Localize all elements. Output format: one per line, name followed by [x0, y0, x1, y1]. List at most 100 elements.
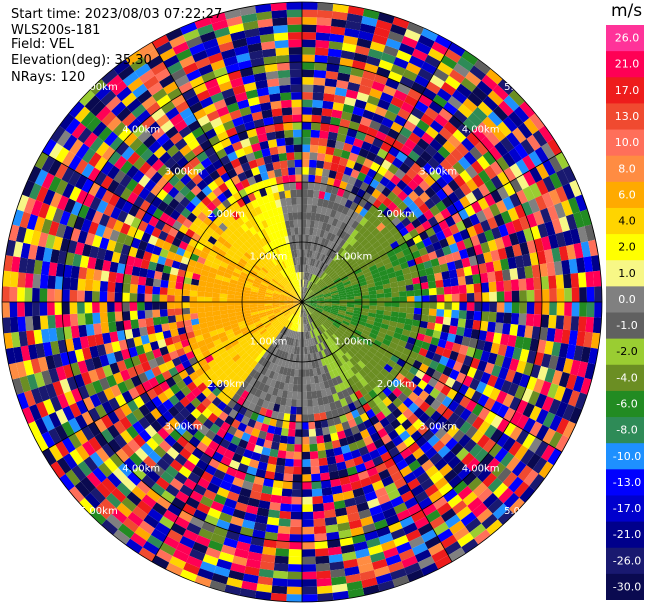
range-gate: [370, 227, 381, 237]
range-gate: [403, 323, 413, 332]
range-gate: [534, 302, 542, 315]
range-gate: [380, 434, 392, 445]
range-gate: [384, 440, 396, 452]
range-gate: [121, 477, 137, 492]
range-gate: [346, 299, 355, 302]
range-gate: [526, 213, 538, 228]
range-gate: [346, 304, 355, 308]
range-gate: [334, 507, 348, 517]
range-gate: [408, 244, 419, 254]
range-gate: [309, 443, 318, 452]
range-gate: [191, 323, 201, 332]
range-gate: [263, 539, 277, 549]
range-gate: [260, 553, 276, 564]
range-gate: [505, 369, 516, 383]
range-gate: [145, 242, 155, 254]
range-gate: [394, 424, 406, 436]
range-gate: [257, 364, 265, 374]
range-gate: [109, 261, 119, 273]
range-gate: [334, 400, 343, 409]
range-gate: [312, 510, 325, 520]
range-gate: [275, 255, 282, 264]
range-gate: [283, 310, 291, 317]
range-gate: [422, 237, 433, 248]
range-gate: [515, 399, 529, 415]
range-gate: [251, 285, 260, 291]
range-gate: [373, 321, 382, 328]
range-gate: [371, 80, 386, 92]
range-gate: [188, 436, 201, 448]
range-gate: [310, 466, 321, 475]
range-gate: [135, 344, 146, 356]
range-gate: [12, 377, 24, 395]
range-gate: [234, 302, 243, 306]
range-gate: [420, 314, 429, 322]
range-gate: [234, 294, 243, 299]
range-gate: [182, 313, 191, 321]
range-gate: [242, 304, 250, 309]
range-gate: [176, 156, 189, 169]
range-gate: [2, 286, 10, 302]
range-gate: [548, 431, 563, 449]
range-gate: [192, 49, 208, 63]
range-gate: [136, 500, 153, 515]
range-gate: [175, 314, 184, 322]
range-gate: [347, 81, 361, 92]
range-gate: [325, 372, 332, 381]
range-gate: [381, 319, 391, 326]
range-gate: [216, 269, 225, 277]
range-gate: [69, 313, 79, 327]
range-gate: [341, 551, 357, 562]
range-gate: [471, 403, 484, 417]
range-gate: [186, 264, 196, 273]
range-gate: [283, 344, 289, 352]
range-gate: [205, 429, 217, 441]
range-gate: [308, 174, 316, 183]
range-gate: [337, 348, 345, 357]
range-gate: [267, 193, 275, 203]
range-gate: [186, 69, 202, 82]
range-gate: [228, 282, 237, 288]
range-gate: [182, 295, 190, 302]
range-gate: [285, 259, 291, 267]
range-gate: [273, 32, 289, 41]
range-gate: [347, 377, 356, 387]
range-gate: [284, 405, 292, 414]
range-gate: [88, 221, 99, 235]
range-gate: [246, 466, 258, 476]
range-gate: [392, 206, 403, 217]
range-gate: [487, 111, 503, 127]
range-gate: [302, 114, 312, 123]
range-gate: [250, 199, 260, 209]
range-gate: [253, 215, 262, 225]
range-gate: [289, 306, 297, 312]
range-gate: [100, 160, 114, 176]
range-gate: [549, 302, 557, 316]
range-gate: [287, 383, 294, 392]
range-gate: [332, 322, 340, 329]
range-gate: [292, 265, 296, 274]
range-gate: [311, 330, 316, 338]
range-gate: [78, 324, 88, 338]
range-gate: [355, 45, 370, 56]
range-gate: [302, 2, 318, 10]
range-gate: [182, 459, 196, 472]
range-gate: [520, 449, 535, 466]
range-gate: [41, 414, 55, 432]
range-gate: [440, 534, 458, 549]
range-gate: [434, 132, 448, 146]
range-gate: [382, 257, 392, 266]
range-gate: [171, 335, 181, 344]
range-gate: [394, 269, 404, 277]
range-gate: [441, 420, 454, 433]
range-gate: [62, 453, 78, 470]
range-gate: [189, 253, 200, 262]
range-gate: [75, 399, 89, 415]
range-gate: [353, 329, 363, 336]
range-gate: [154, 219, 166, 231]
range-gate: [89, 508, 107, 525]
range-gate: [356, 171, 367, 182]
range-gate: [332, 368, 340, 378]
range-gate: [533, 276, 542, 290]
range-gate: [256, 11, 273, 21]
